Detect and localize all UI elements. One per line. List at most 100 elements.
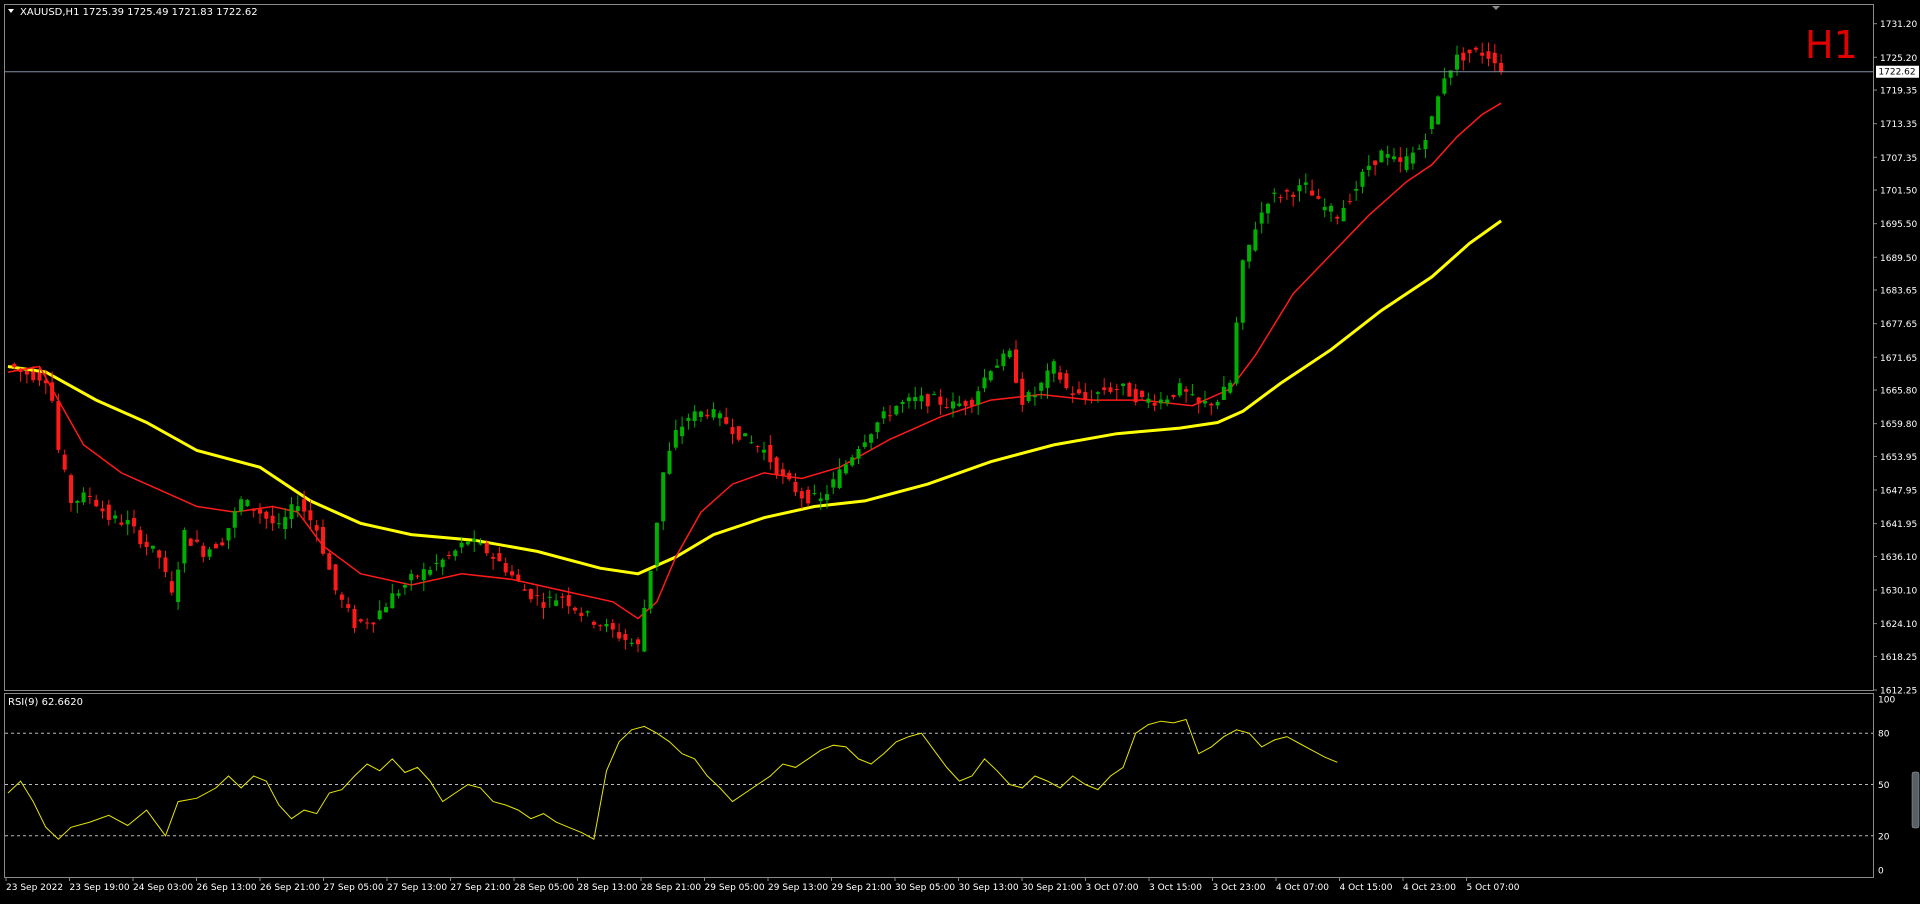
candle-body	[1140, 390, 1144, 397]
candle-body	[566, 594, 571, 607]
candle-body	[535, 595, 540, 597]
time-tick-label: 29 Sep 13:00	[768, 883, 828, 893]
moving-averages	[7, 102, 1502, 620]
candle-body	[1089, 399, 1094, 401]
candle-body	[459, 542, 464, 548]
time-tick-label: 30 Sep 05:00	[895, 883, 955, 893]
candle-body	[1266, 203, 1270, 214]
candle-body	[762, 449, 766, 453]
rsi-tick-label: 0	[1878, 867, 1884, 877]
candle-body	[573, 607, 577, 611]
candle-body	[289, 504, 294, 520]
candle-body	[81, 492, 86, 503]
candle-body	[484, 542, 489, 554]
candle-body	[522, 589, 527, 591]
candle-body	[1108, 387, 1113, 392]
chart-menu-triangle-icon[interactable]	[8, 9, 14, 13]
candle-body	[453, 550, 458, 557]
candle-body	[371, 622, 376, 625]
price-tick-label: 1618.25	[1880, 653, 1917, 663]
candle-body	[799, 491, 804, 499]
candle-body	[1385, 154, 1390, 158]
time-tick-label: 3 Oct 15:00	[1149, 883, 1202, 893]
candle-body	[283, 517, 288, 529]
candle-body	[1373, 160, 1378, 166]
candle-body	[1215, 401, 1220, 406]
candle-body	[295, 506, 300, 512]
candle-body	[1272, 192, 1277, 194]
time-tick-label: 29 Sep 05:00	[705, 883, 765, 893]
candle-body	[969, 399, 974, 407]
candle-body	[1051, 361, 1056, 374]
candle-body	[1077, 389, 1081, 394]
candlestick-series	[12, 42, 1504, 653]
candle-body	[730, 427, 735, 435]
time-tick-label: 28 Sep 21:00	[641, 883, 701, 893]
candle-body	[1177, 383, 1182, 396]
candle-body	[1259, 212, 1264, 224]
candle-body	[1423, 140, 1428, 150]
candle-body	[623, 633, 628, 640]
price-tick-label: 1630.10	[1880, 587, 1917, 597]
candle-body	[1291, 194, 1296, 197]
candle-body	[900, 401, 905, 405]
candle-body	[18, 368, 23, 373]
candle-body	[951, 401, 955, 409]
scroll-handle[interactable]	[1911, 771, 1920, 829]
time-tick-label: 29 Sep 21:00	[832, 883, 892, 893]
time-tick-label: 26 Sep 21:00	[260, 883, 320, 893]
price-tick-label: 1713.35	[1880, 120, 1917, 130]
candle-body	[232, 511, 237, 528]
candle-body	[806, 489, 811, 504]
candle-body	[390, 593, 395, 609]
candle-body	[327, 553, 332, 570]
candle-body	[1398, 157, 1403, 162]
time-tick-label: 26 Sep 13:00	[197, 883, 257, 893]
candle-body	[314, 525, 319, 531]
candle-body	[188, 538, 193, 546]
time-tick-label: 27 Sep 13:00	[387, 883, 447, 893]
candle-body	[1480, 52, 1485, 56]
candle-body	[528, 589, 533, 600]
candle-body	[132, 518, 136, 527]
candle-body	[617, 632, 622, 639]
candle-body	[1228, 382, 1233, 393]
candle-body	[447, 555, 451, 557]
time-tick-label: 30 Sep 13:00	[959, 883, 1019, 893]
candle-body	[755, 446, 760, 448]
candle-body	[50, 382, 55, 401]
price-tick-label: 1636.10	[1880, 553, 1917, 563]
candle-body	[415, 575, 420, 577]
candle-body	[843, 464, 848, 474]
candle-body	[1158, 399, 1163, 404]
candle-body	[862, 442, 867, 447]
candle-body	[302, 499, 307, 512]
rsi-tick-label: 50	[1878, 781, 1890, 791]
candle-body	[547, 596, 552, 598]
candle-body	[1127, 383, 1132, 397]
rsi-axis: 100 80 50 20 0	[1878, 696, 1895, 877]
candle-body	[1360, 171, 1365, 187]
candle-body	[157, 550, 162, 558]
candle-body	[1253, 229, 1258, 251]
candle-body	[1499, 62, 1504, 72]
candle-body	[636, 639, 640, 645]
candle-body	[560, 596, 565, 598]
shift-marker-icon[interactable]	[1492, 6, 1500, 10]
candle-body	[239, 499, 244, 512]
candle-body	[774, 457, 779, 476]
price-tick-label: 1683.65	[1880, 287, 1917, 297]
candle-body	[736, 426, 741, 440]
candle-body	[1095, 392, 1100, 394]
candle-body	[321, 526, 325, 554]
price-tick-label: 1641.95	[1880, 520, 1917, 530]
candle-body	[251, 508, 256, 511]
candle-body	[1070, 393, 1075, 396]
price-axis: 1731.20 1725.20 1719.35 1713.35 1707.35 1701.…	[1873, 20, 1917, 697]
candle-body	[1190, 394, 1195, 396]
slow-ma-line	[7, 219, 1502, 576]
candle-body	[1429, 116, 1434, 130]
